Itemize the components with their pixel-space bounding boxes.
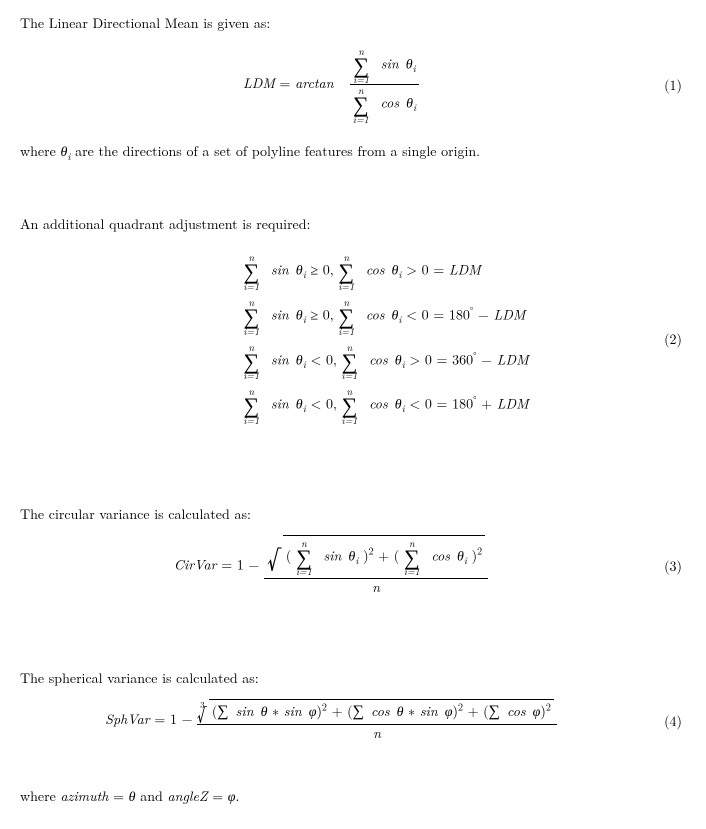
arctan: arctan: [295, 73, 333, 93]
para-where-angles: where azimuth = θ and angleZ = φ.: [20, 787, 686, 807]
eq-number-3: (3): [642, 556, 686, 576]
cirvar-symbol: CirVar: [174, 554, 217, 574]
eq1-fraction: n∑i=1 sin θi n∑i=1 cos θi: [350, 46, 419, 124]
eq3-fraction: √ ( n∑i=1 sin θi )2 + ( n∑i=1 cos θi )2 …: [264, 537, 488, 596]
case-row-3: n∑i=1 sin θi < 0, n∑i=1 cos θi > 0 = 360…: [243, 342, 528, 381]
eq4-fraction: 3√ (∑ sin θ ∗ sin φ)2 + (∑ cos θ ∗ sin φ…: [197, 701, 557, 741]
para-cirvar: The circular variance is calculated as:: [20, 505, 686, 525]
eq-number-1: (1): [642, 75, 686, 95]
equals: =: [280, 73, 296, 93]
case-row-2: n∑i=1 sin θi ≥ 0, n∑i=1 cos θi < 0 = 180…: [243, 297, 528, 336]
case-row-1: n∑i=1 sin θi ≥ 0, n∑i=1 cos θi > 0 = LDM: [243, 252, 528, 291]
para-where-theta: where θi are the directions of a set of …: [20, 142, 686, 163]
eq-number-2: (2): [642, 329, 686, 349]
para-sphvar: The spherical variance is calculated as:: [20, 669, 686, 689]
equation-1: LDM = arctan n∑i=1 sin θi n∑i=1 cos θi (…: [20, 46, 686, 124]
equation-2: n∑i=1 sin θi ≥ 0, n∑i=1 cos θi > 0 = LDM…: [20, 246, 686, 431]
equation-3: CirVar = 1 − √ ( n∑i=1 sin θi )2 + ( n∑i…: [20, 537, 686, 596]
equation-4: SphVar = 1 − 3√ (∑ sin θ ∗ sin φ)2 + (∑ …: [20, 701, 686, 741]
eq-number-4: (4): [642, 711, 686, 731]
para-quadrant: An additional quadrant adjustment is req…: [20, 215, 686, 235]
ldm-symbol: LDM: [243, 73, 275, 93]
sphvar-symbol: SphVar: [105, 709, 150, 729]
para-intro-ldm: The Linear Directional Mean is given as:: [20, 14, 686, 34]
case-row-4: n∑i=1 sin θi < 0, n∑i=1 cos θi < 0 = 180…: [243, 386, 528, 425]
